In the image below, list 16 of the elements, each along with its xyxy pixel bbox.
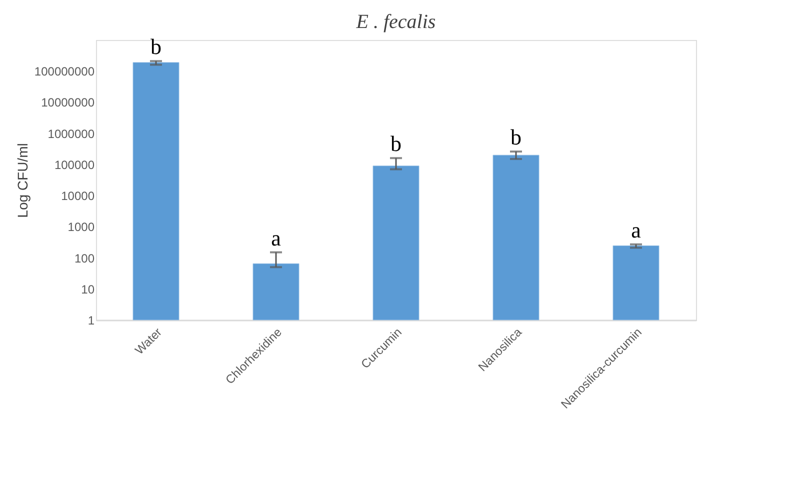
- annotation: b: [390, 131, 402, 156]
- y-tick-label: 10: [81, 282, 95, 296]
- y-tick-label: 10000000: [41, 96, 95, 110]
- y-tick-label: 100: [74, 251, 95, 266]
- annotation: b: [510, 124, 522, 150]
- annotation: a: [271, 225, 282, 250]
- y-tick-label: 1000000: [48, 126, 95, 141]
- y-tick-label: 100000000: [34, 64, 95, 79]
- y-tick-label: 1: [88, 314, 95, 328]
- annotation: a: [631, 217, 642, 242]
- chart-title: E . fecalis: [355, 11, 436, 34]
- y-tick-label: 100000: [54, 158, 95, 172]
- y-tick-label: 10000: [61, 189, 95, 204]
- annotation: b: [150, 34, 162, 60]
- y-tick-label: 1000: [68, 220, 95, 234]
- y-axis-title: Log CFU/ml: [14, 143, 30, 218]
